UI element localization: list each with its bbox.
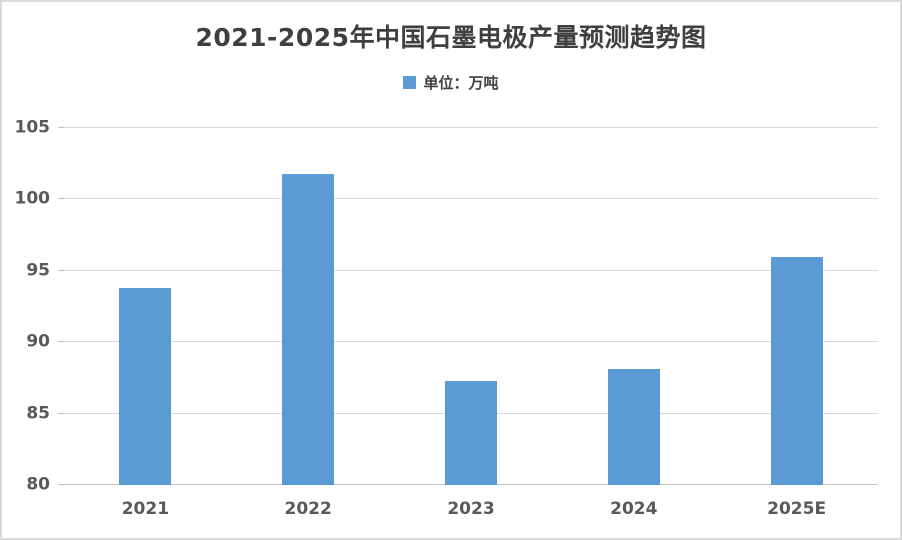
bar-2024 <box>607 369 660 485</box>
bar-2022 <box>282 173 335 485</box>
plot-area <box>58 127 878 485</box>
y-axis-label-80: 80 <box>26 474 50 495</box>
y-axis-label-90: 90 <box>26 331 50 352</box>
y-tick-95 <box>58 269 64 271</box>
y-axis-label-85: 85 <box>26 403 50 424</box>
y-axis: 80 85 90 95 100 105 <box>2 119 51 493</box>
y-axis-label-100: 100 <box>14 188 51 209</box>
bar-2021 <box>119 287 172 485</box>
bar-2023 <box>445 380 497 485</box>
y-tick-85 <box>58 412 64 414</box>
y-axis-label-105: 105 <box>14 117 51 138</box>
legend: 单位：万吨 <box>2 72 900 93</box>
gridline-105 <box>64 127 878 128</box>
bar-2025E <box>770 256 823 485</box>
x-axis-label-2021: 2021 <box>121 499 170 519</box>
legend-label: 单位：万吨 <box>423 74 499 92</box>
gridline-95 <box>64 269 878 271</box>
x-axis-label-2022: 2022 <box>284 499 332 519</box>
gridline-100 <box>64 198 878 200</box>
x-axis-label-2025E: 2025E <box>767 499 827 519</box>
y-tick-100 <box>58 198 64 200</box>
y-axis-label-95: 95 <box>26 260 50 281</box>
y-tick-80 <box>58 484 64 485</box>
gridline-90 <box>64 341 878 343</box>
y-tick-90 <box>58 341 64 343</box>
legend-marker-icon <box>403 76 417 89</box>
x-axis-label-2024: 2024 <box>610 499 658 519</box>
chart-title: 2021-2025年中国石墨电极产量预测趋势图 <box>195 23 707 52</box>
x-axis: 2021 2022 2023 2024 2025E <box>64 489 878 529</box>
x-axis-label-2023: 2023 <box>447 499 495 519</box>
y-tick-105 <box>58 127 64 128</box>
